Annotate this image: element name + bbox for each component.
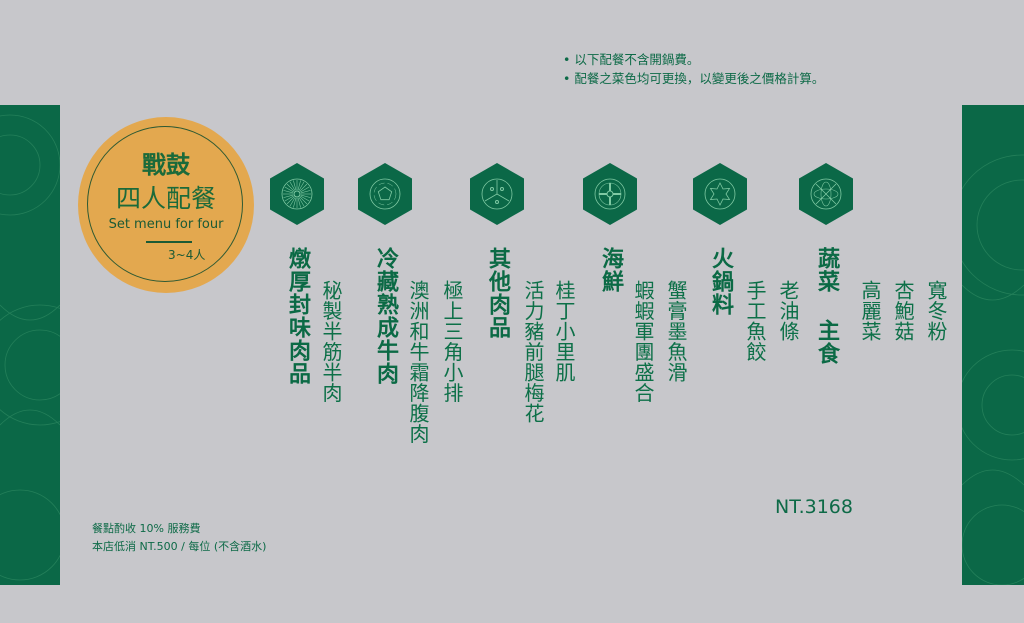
star-emblem-icon [692, 163, 748, 225]
menu-item: 澳洲和牛霜降腹肉 [406, 280, 430, 444]
badge-subtitle: 四人配餐 [115, 184, 216, 213]
three-petal-emblem-icon [469, 163, 525, 225]
category-title: 海鮮 [598, 247, 623, 293]
menu-item: 蝦蝦軍團盛合 [631, 280, 655, 403]
category-title: 冷藏熟成牛肉 [373, 247, 398, 385]
set-price: NT.3168 [775, 496, 853, 518]
sunburst-emblem-icon [269, 163, 325, 225]
menu-item: 秘製半筋半肉 [319, 280, 343, 403]
badge-divider [146, 241, 192, 243]
category-title: 燉厚封味肉品 [285, 247, 310, 385]
pentagon-flower-emblem-icon [357, 163, 413, 225]
floral-pattern-icon [962, 154, 1024, 585]
right-decorative-band [962, 105, 1024, 585]
menu-item: 極上三角小排 [440, 280, 464, 403]
set-menu-badge: 戰鼓 四人配餐 Set menu for four 3~4人 [78, 117, 254, 293]
menu-item: 桂丁小里肌 [552, 280, 576, 383]
menu-item: 活力豬前腿梅花 [521, 280, 545, 424]
badge-title: 戰鼓 [142, 151, 190, 179]
menu-notes: • 以下配餐不含開鍋費。 • 配餐之菜色均可更換，以變更後之價格計算。 [563, 50, 824, 88]
cross-ring-emblem-icon [582, 163, 638, 225]
menu-item: 蟹膏墨魚滑 [664, 280, 688, 383]
floral-pattern-icon [0, 114, 60, 581]
badge-english: Set menu for four [108, 217, 224, 232]
category-title: 蔬菜 主食 [814, 247, 839, 365]
note: • 配餐之菜色均可更換，以變更後之價格計算。 [563, 71, 825, 86]
menu-item: 寬冬粉 [924, 280, 948, 342]
leaf-ball-emblem-icon [798, 163, 854, 225]
footer-notes: 餐點酌收 10% 服務費 本店低消 NT.500 / 每位 (不含酒水) [92, 520, 266, 556]
menu-item: 杏鮑菇 [891, 280, 915, 342]
category-title: 火鍋料 [708, 247, 733, 316]
note: • 以下配餐不含開鍋費。 [563, 52, 700, 67]
service-fee-note: 餐點酌收 10% 服務費 [92, 522, 201, 535]
minimum-charge-note: 本店低消 NT.500 / 每位 (不含酒水) [92, 540, 267, 553]
category-title: 其他肉品 [485, 247, 510, 339]
menu-item: 老油條 [776, 280, 800, 342]
badge-people: 3~4人 [168, 248, 206, 262]
menu-item: 手工魚餃 [743, 280, 767, 362]
menu-item: 高麗菜 [858, 280, 882, 342]
left-decorative-band [0, 105, 60, 585]
badge-ring [87, 126, 243, 282]
